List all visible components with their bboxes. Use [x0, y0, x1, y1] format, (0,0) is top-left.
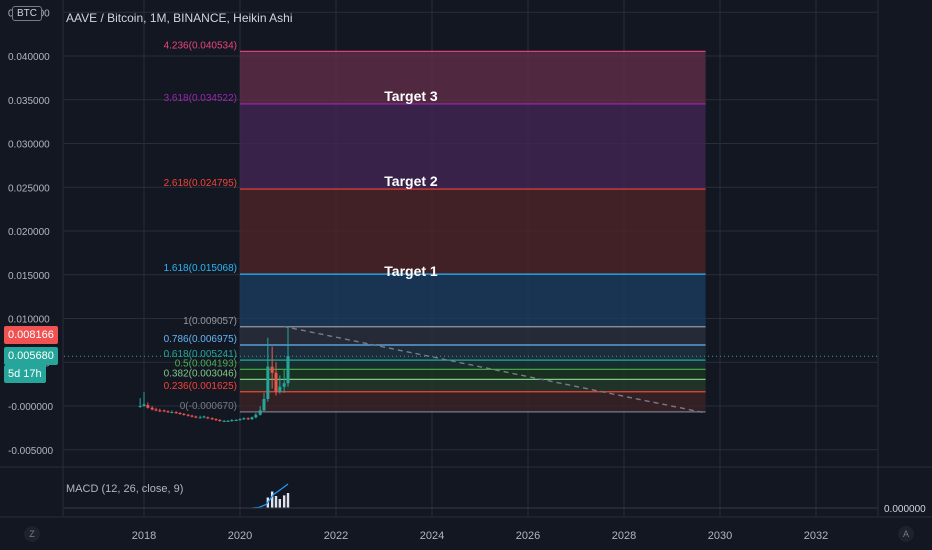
- fib-level-label: 4.236(0.040534): [164, 40, 237, 51]
- fib-zone: [240, 103, 706, 190]
- candle-body[interactable]: [222, 420, 226, 422]
- fib-zone: [240, 51, 706, 104]
- macd-histogram-bar: [278, 499, 282, 508]
- target-label: Target 1: [384, 263, 438, 279]
- price-axis-tick: 0.020000: [8, 227, 50, 238]
- time-axis-tick: 2032: [804, 530, 828, 542]
- candle-body[interactable]: [238, 419, 242, 421]
- price-axis-tick: -0.000000: [8, 402, 53, 413]
- candle-body[interactable]: [146, 405, 150, 408]
- macd-label: MACD (12, 26, close, 9): [66, 483, 183, 495]
- macd-histogram-bar: [274, 496, 278, 508]
- fib-zone: [240, 274, 706, 327]
- fib-zone: [240, 326, 706, 345]
- candle-body[interactable]: [190, 415, 194, 417]
- candle-body[interactable]: [218, 420, 222, 421]
- candle-body[interactable]: [250, 417, 254, 420]
- candle-body[interactable]: [262, 399, 266, 411]
- fib-level-label: 0.236(0.001625): [164, 381, 237, 392]
- candle-body[interactable]: [254, 414, 258, 418]
- fib-level-label: 0.786(0.006975): [164, 334, 237, 345]
- fib-level-label: 2.618(0.024795): [164, 178, 237, 189]
- fib-level-label: 3.618(0.034522): [164, 93, 237, 104]
- candle-body[interactable]: [210, 418, 214, 420]
- candle-body[interactable]: [242, 418, 246, 420]
- price-axis-tick: 0.025000: [8, 183, 50, 194]
- candle-body[interactable]: [138, 406, 142, 407]
- candle-body[interactable]: [230, 420, 234, 421]
- fib-level-label: 1(0.009057): [183, 316, 237, 327]
- time-axis-tick: 2030: [708, 530, 732, 542]
- candle-body[interactable]: [266, 366, 270, 399]
- target-label: Target 2: [384, 173, 438, 189]
- price-axis-tick: 0.030000: [8, 140, 50, 151]
- price-tag: 0.005680: [4, 347, 58, 366]
- macd-histogram-bar: [270, 491, 274, 508]
- time-axis-tick: 2024: [420, 530, 444, 542]
- fib-level-label: 1.618(0.015068): [164, 263, 237, 274]
- time-axis-tick: 2022: [324, 530, 348, 542]
- fib-zone: [240, 379, 706, 392]
- countdown-tag: 5d 17h: [4, 365, 46, 384]
- candle-body[interactable]: [234, 420, 238, 421]
- fib-zone: [240, 391, 706, 412]
- macd-histogram-bar: [286, 493, 290, 508]
- candle-body[interactable]: [182, 413, 186, 415]
- candle-body[interactable]: [226, 420, 230, 422]
- time-axis-tick: 2028: [612, 530, 636, 542]
- candle-body[interactable]: [194, 416, 198, 418]
- chart-title: AAVE / Bitcoin, 1M, BINANCE, Heikin Ashi: [66, 11, 293, 25]
- fib-level-label: 0(-0.000670): [180, 401, 237, 412]
- candle-body[interactable]: [166, 411, 170, 413]
- candle-body[interactable]: [286, 356, 290, 384]
- fib-level-label: 0.618(0.005241): [164, 349, 237, 360]
- time-axis-tick: 2026: [516, 530, 540, 542]
- fib-zone: [240, 189, 706, 275]
- fib-level-label: 0.5(0.004193): [175, 358, 237, 369]
- candle-body[interactable]: [150, 407, 154, 410]
- candle-body[interactable]: [274, 372, 278, 392]
- price-axis-tick: 0.015000: [8, 271, 50, 282]
- candle-body[interactable]: [174, 412, 178, 414]
- candle-body[interactable]: [170, 412, 174, 414]
- price-axis-tick: -0.005000: [8, 446, 53, 457]
- candle-body[interactable]: [198, 417, 202, 419]
- candle-body[interactable]: [282, 383, 286, 387]
- candle-body[interactable]: [158, 410, 162, 412]
- candle-body[interactable]: [142, 404, 146, 406]
- candle-body[interactable]: [278, 386, 282, 392]
- price-tag: 0.008166: [4, 325, 58, 344]
- price-axis-tick: 0.010000: [8, 315, 50, 326]
- zoom-toggle-icon[interactable]: Z: [24, 526, 40, 542]
- candle-body[interactable]: [246, 418, 250, 420]
- candle-body[interactable]: [154, 409, 158, 411]
- time-axis-tick: 2020: [228, 530, 252, 542]
- macd-histogram-bar: [282, 495, 286, 508]
- currency-badge[interactable]: BTC: [12, 6, 42, 21]
- fib-level-label: 0.382(0.003046): [164, 368, 237, 379]
- price-axis-tick: 0.040000: [8, 52, 50, 63]
- candle-body[interactable]: [162, 410, 166, 412]
- price-axis-tick: 0.035000: [8, 96, 50, 107]
- fib-zone: [240, 369, 706, 380]
- candle-body[interactable]: [206, 417, 210, 419]
- time-axis-tick: 2018: [132, 530, 156, 542]
- candle-body[interactable]: [270, 366, 274, 373]
- candle-body[interactable]: [202, 416, 206, 418]
- fib-zone: [240, 344, 706, 361]
- candle-body[interactable]: [258, 410, 262, 415]
- auto-scale-icon[interactable]: A: [898, 526, 914, 542]
- candle-body[interactable]: [214, 419, 218, 421]
- candle-body[interactable]: [178, 413, 182, 414]
- macd-axis-value: 0.000000: [884, 504, 926, 515]
- target-label: Target 3: [384, 88, 438, 104]
- candle-body[interactable]: [186, 414, 190, 416]
